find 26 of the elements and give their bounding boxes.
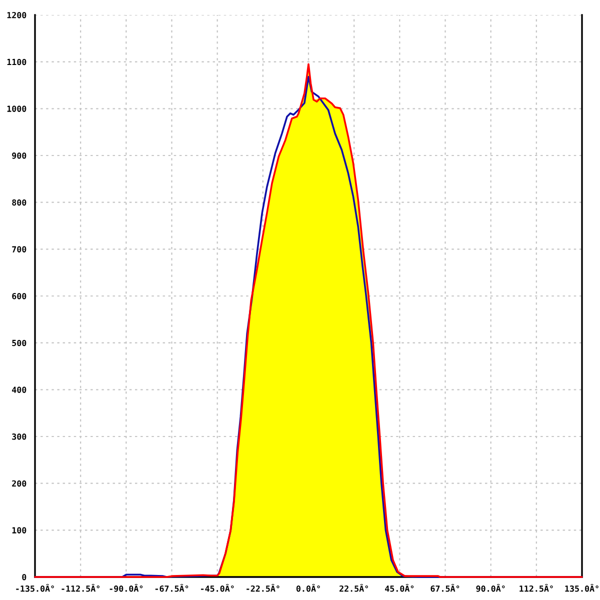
x-tick-label: 112.5Â° [520, 584, 553, 592]
x-tick-label: -45.0Â° [201, 584, 234, 592]
x-tick-label: 22.5Â° [340, 584, 368, 592]
y-tick-label: 100 [12, 527, 26, 534]
y-tick-label: 1100 [7, 58, 26, 66]
x-tick-label: 0.0Â° [296, 584, 320, 592]
x-tick-label: -67.5Â° [155, 584, 188, 592]
y-tick-label: 0 [22, 574, 26, 580]
x-tick-label: -135.0Â° [16, 584, 54, 592]
x-tick-label: 45.0Â° [385, 584, 414, 592]
y-tick-label: 1200 [7, 12, 26, 18]
y-tick-label: 200 [12, 480, 26, 487]
x-tick-label: 90.0Â° [476, 584, 505, 592]
x-tick-label: -90.0Â° [110, 584, 143, 592]
y-tick-label: 300 [12, 433, 26, 440]
y-tick-label: 900 [12, 152, 26, 159]
y-tick-label: 800 [12, 199, 26, 206]
y-tick-label: 1000 [7, 106, 26, 112]
x-tick-label: -22.5Â° [246, 584, 280, 592]
y-tick-label: 400 [12, 386, 26, 393]
x-tick-label: 67.5Â° [430, 584, 460, 592]
y-tick-label: 700 [12, 246, 26, 252]
y-tick-label: 600 [12, 292, 26, 300]
x-tick-label: 135.0Â° [565, 584, 598, 592]
x-tick-label: -112.5Â° [62, 584, 100, 592]
y-tick-label: 500 [12, 340, 26, 346]
